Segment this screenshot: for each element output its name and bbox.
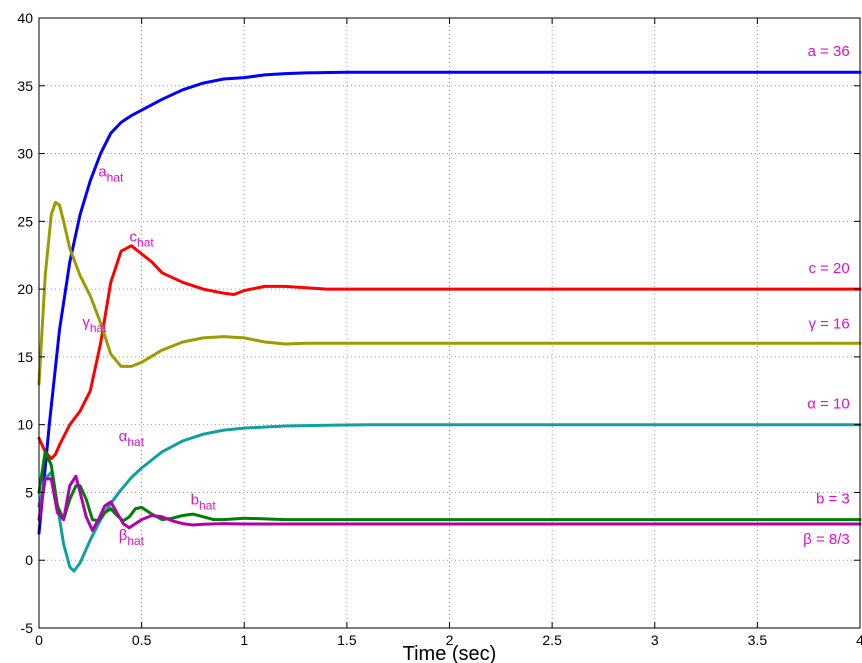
y-tick-labels: -5 0 5 10 15 20 25 30 35 40 bbox=[17, 10, 33, 636]
annotation-label: γhat bbox=[82, 314, 107, 335]
x-tick-labels: 0 0.5 1 1.5 2 2.5 3 3.5 4 bbox=[35, 632, 862, 648]
series-group bbox=[37, 70, 862, 573]
annotation-label: chat bbox=[130, 229, 155, 250]
y-tick-label: 40 bbox=[17, 10, 33, 26]
x-tick-label: 4 bbox=[856, 632, 862, 648]
x-tick-label: 3.5 bbox=[748, 632, 768, 648]
series-line-2 bbox=[37, 200, 862, 386]
annotation-label: γ = 16 bbox=[808, 315, 849, 332]
annotation-label: αhat bbox=[119, 428, 145, 449]
y-tick-label: 15 bbox=[17, 349, 33, 365]
x-tick-label: 2.5 bbox=[542, 632, 562, 648]
y-tick-label: 30 bbox=[17, 146, 33, 162]
annotation-label: a = 36 bbox=[808, 43, 850, 60]
y-tick-label: 5 bbox=[25, 484, 33, 500]
x-tick-label: 3 bbox=[651, 632, 659, 648]
series-line-5 bbox=[37, 474, 862, 532]
annotation-label: c = 20 bbox=[808, 260, 849, 277]
y-tick-label: 0 bbox=[25, 552, 33, 568]
annotation-label: bhat bbox=[191, 492, 217, 513]
y-tick-label: 35 bbox=[17, 78, 33, 94]
y-tick-label: 20 bbox=[17, 281, 33, 297]
y-tick-label: -5 bbox=[21, 620, 34, 636]
annotation-label: ahat bbox=[98, 164, 124, 185]
series-line-3 bbox=[37, 423, 862, 573]
y-tick-label: 10 bbox=[17, 417, 33, 433]
x-tick-label: 0 bbox=[35, 632, 43, 648]
annotation-label: βhat bbox=[119, 527, 145, 548]
ticks-group bbox=[38, 17, 861, 629]
x-tick-label: 1 bbox=[240, 632, 248, 648]
series-line-1 bbox=[37, 244, 862, 461]
x-tick-label: 1.5 bbox=[337, 632, 357, 648]
x-tick-label: 0.5 bbox=[132, 632, 152, 648]
x-tick-label: 2 bbox=[446, 632, 454, 648]
annotation-label: α = 10 bbox=[807, 395, 849, 412]
annotation-label: β = 8/3 bbox=[803, 531, 850, 548]
annotations-group: ahat chat γhat αhat bhat βhat a = 36 c = 20 γ = … bbox=[82, 43, 849, 548]
series-line-4 bbox=[37, 450, 862, 523]
series-line-0 bbox=[37, 70, 862, 535]
grid bbox=[39, 18, 860, 628]
annotation-label: b = 3 bbox=[816, 490, 850, 507]
y-tick-label: 25 bbox=[17, 213, 33, 229]
x-axis-title: Time (sec) bbox=[403, 643, 497, 663]
